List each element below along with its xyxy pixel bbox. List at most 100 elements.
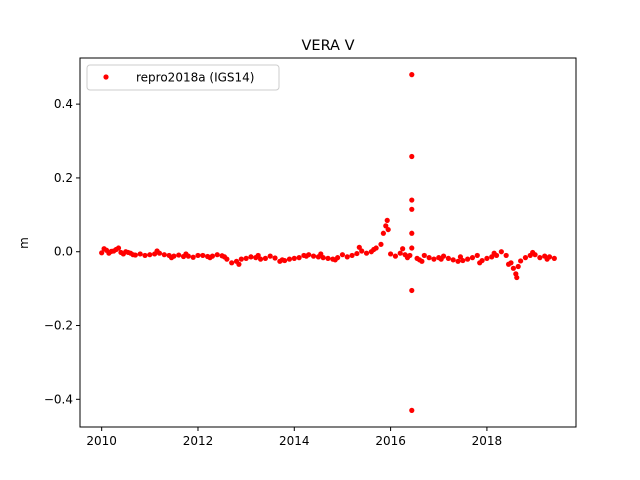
data-point [489,254,495,260]
data-point [397,250,403,256]
data-point [510,265,516,271]
data-point [272,255,278,261]
data-point [498,249,504,255]
data-point [445,255,451,261]
data-point [409,197,415,203]
data-point [255,252,261,259]
data-point [477,260,483,266]
data-point [120,251,126,257]
data-point [503,252,509,259]
data-point [514,274,520,281]
data-point [505,261,512,267]
data-point [469,255,476,261]
data-point [409,407,415,413]
y-tick-label: −0.4 [44,392,73,406]
data-point [125,249,131,256]
y-tick-label: 0.2 [54,171,73,185]
data-point [409,230,415,236]
y-tick-label: 0.0 [54,245,73,259]
data-point [248,254,254,260]
data-point [460,257,466,264]
data-point [354,250,360,257]
data-point [176,252,182,258]
data-point [200,252,206,259]
data-point [409,287,415,294]
data-point [537,255,543,261]
data-point [344,254,350,260]
data-point [320,255,326,261]
data-point [426,255,432,261]
data-point [409,206,415,212]
data-point [392,253,399,259]
x-tick-label: 2012 [183,434,214,448]
data-point [384,217,390,223]
data-point [515,263,521,270]
data-point [101,246,107,252]
x-tick-label: 2016 [375,434,406,448]
chart-title: VERA V [301,38,354,54]
data-point [267,253,273,259]
data-point [380,230,386,236]
data-point [221,254,228,260]
data-point [419,258,425,264]
data-point [438,256,444,262]
data-point [388,251,394,257]
data-point [457,254,464,260]
data-point [147,252,153,258]
data-point [154,248,160,254]
data-point [421,252,427,259]
data-point [491,250,497,256]
data-point [409,72,415,78]
data-point [236,261,242,267]
legend-box [86,64,280,91]
data-point [378,241,384,247]
data-point [465,256,471,262]
data-point [303,253,309,259]
data-point [142,252,148,259]
x-axis-ticks: 2010 2012 2014 2016 2018 [86,427,502,448]
data-point [431,256,437,262]
data-point [339,252,346,258]
data-point [207,255,213,261]
y-axis-ticks: −0.4 −0.2 0.0 0.2 0.4 [44,97,80,406]
data-point [106,250,112,256]
data-points [99,72,557,413]
data-point [262,255,268,261]
data-point [363,250,370,256]
data-point [518,258,524,264]
data-point [238,256,244,262]
legend-label: repro2018a (IGS14) [136,71,254,85]
data-point [325,255,331,261]
y-axis-label: m [17,237,31,249]
data-point [161,252,167,258]
data-point [349,252,355,259]
data-point [522,255,529,261]
legend: repro2018a (IGS14) [86,64,280,91]
data-point [243,255,249,261]
y-tick-label: 0.4 [54,97,73,111]
y-tick-label: −0.2 [44,319,73,333]
x-tick-label: 2018 [472,434,503,448]
legend-marker [103,74,109,80]
data-point [318,251,324,257]
data-point [291,255,297,261]
data-point [137,251,143,257]
data-point [409,153,415,160]
data-point [332,257,338,263]
data-point [484,255,490,261]
data-point [190,254,196,260]
data-point [286,256,293,262]
data-point [474,252,480,259]
data-point [296,255,302,261]
data-point [195,252,201,259]
data-point [450,257,456,263]
data-point [111,248,117,254]
data-point [383,223,389,229]
data-point [455,258,461,264]
data-point [168,255,175,261]
data-point [385,226,391,233]
data-point [99,250,105,256]
data-point [400,246,406,252]
data-point [279,257,285,263]
plot-area-frame [79,57,577,428]
